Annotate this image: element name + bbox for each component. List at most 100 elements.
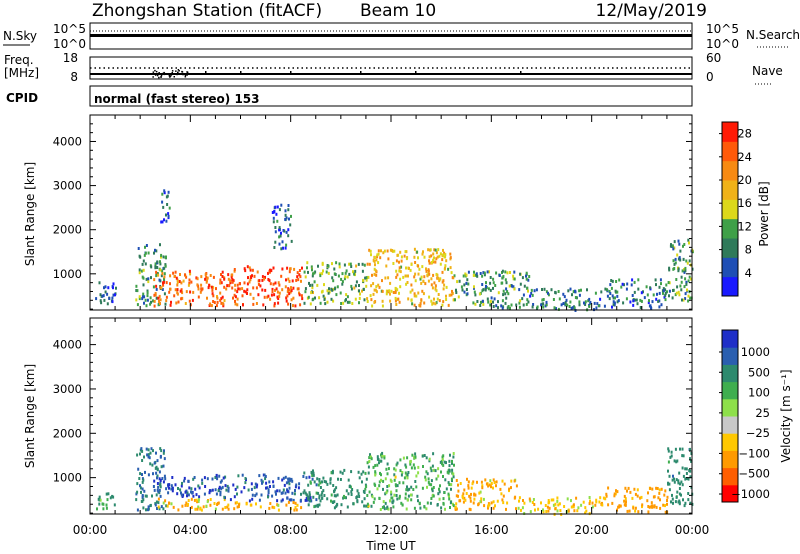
data-cell xyxy=(327,264,330,268)
data-cell xyxy=(341,471,344,475)
data-cell xyxy=(293,267,296,271)
data-cell xyxy=(291,279,294,283)
x-tick-label: 04:00 xyxy=(173,523,208,537)
data-cell xyxy=(343,468,346,472)
data-cell xyxy=(684,501,687,505)
data-cell xyxy=(612,303,615,307)
data-cell xyxy=(615,489,617,493)
data-cell xyxy=(658,491,661,495)
data-cell xyxy=(381,299,384,303)
data-cell xyxy=(290,298,293,302)
data-cell xyxy=(351,302,354,305)
data-cell xyxy=(141,494,144,497)
data-cell xyxy=(533,503,536,506)
data-cell xyxy=(180,493,183,497)
data-cell xyxy=(664,291,667,295)
data-cell xyxy=(306,266,308,270)
data-cell xyxy=(285,278,287,282)
data-cell xyxy=(670,500,672,504)
data-cell xyxy=(298,273,301,277)
data-cell xyxy=(413,506,416,510)
data-cell xyxy=(396,253,399,257)
data-cell xyxy=(271,211,274,214)
data-cell xyxy=(115,286,117,290)
data-cell xyxy=(505,287,508,291)
data-cell xyxy=(413,303,416,307)
data-cell xyxy=(474,302,477,306)
data-cell xyxy=(104,285,107,289)
data-cell xyxy=(563,505,566,508)
data-cell xyxy=(246,292,248,295)
data-cell xyxy=(370,504,373,508)
data-cell xyxy=(166,504,169,508)
data-cell xyxy=(187,499,190,502)
data-cell xyxy=(152,472,154,476)
data-cell xyxy=(292,296,295,300)
data-cell xyxy=(333,494,336,498)
data-cell xyxy=(567,509,570,513)
data-cell xyxy=(145,494,148,498)
data-cell xyxy=(389,478,392,482)
data-cell xyxy=(142,292,145,296)
data-cell xyxy=(277,508,280,512)
data-cell xyxy=(168,501,170,505)
data-cell xyxy=(664,489,667,493)
data-cell xyxy=(233,269,236,273)
data-cell xyxy=(331,262,333,266)
data-cell xyxy=(186,491,189,495)
data-cell xyxy=(404,496,407,500)
nsearch-tick-top: 10^5 xyxy=(706,22,739,36)
data-cell xyxy=(527,289,529,293)
data-cell xyxy=(518,496,521,500)
data-cell xyxy=(157,485,160,489)
data-cell xyxy=(231,286,234,290)
colorbar-segment xyxy=(722,218,738,239)
data-cell xyxy=(593,301,596,305)
data-cell xyxy=(690,485,693,489)
data-cell xyxy=(625,287,628,291)
data-cell xyxy=(456,280,459,284)
data-cell xyxy=(165,219,168,223)
data-cell xyxy=(400,265,403,269)
data-cell xyxy=(481,274,484,278)
data-cell xyxy=(268,480,271,484)
data-cell xyxy=(361,500,364,504)
data-cell xyxy=(393,467,396,471)
data-cell xyxy=(351,488,354,491)
data-cell xyxy=(256,270,259,274)
data-cell xyxy=(419,302,422,306)
data-cell xyxy=(574,289,576,293)
data-cell xyxy=(629,300,632,304)
data-cell xyxy=(365,477,368,481)
data-cell xyxy=(573,509,576,513)
data-cell xyxy=(263,277,266,281)
data-cell xyxy=(141,449,144,453)
data-cell xyxy=(452,504,455,508)
freq-dot xyxy=(160,74,163,77)
data-cell xyxy=(558,502,561,506)
data-cell xyxy=(623,283,625,287)
data-cell xyxy=(426,485,428,489)
data-cell xyxy=(428,482,431,486)
data-cell xyxy=(689,447,691,451)
data-cell xyxy=(483,271,486,275)
nsky-panel: N.Sky 10^5 10^0 10^5 10^0 N.Search xyxy=(3,22,800,51)
data-cell xyxy=(286,496,289,500)
data-cell xyxy=(618,505,621,509)
data-cell xyxy=(327,291,330,295)
data-cell xyxy=(378,285,381,289)
data-cell xyxy=(113,503,116,507)
data-cell xyxy=(365,485,368,488)
data-cell xyxy=(423,255,426,259)
data-cell xyxy=(160,274,163,278)
data-cell xyxy=(362,287,365,291)
data-cell xyxy=(501,498,504,502)
data-cell xyxy=(492,300,494,304)
data-cell xyxy=(177,300,180,304)
data-cell xyxy=(182,279,185,283)
data-cell xyxy=(650,501,653,505)
data-cell xyxy=(388,484,391,488)
data-cell xyxy=(467,480,470,484)
colorbar-segment xyxy=(722,276,738,297)
data-cell xyxy=(236,485,239,489)
